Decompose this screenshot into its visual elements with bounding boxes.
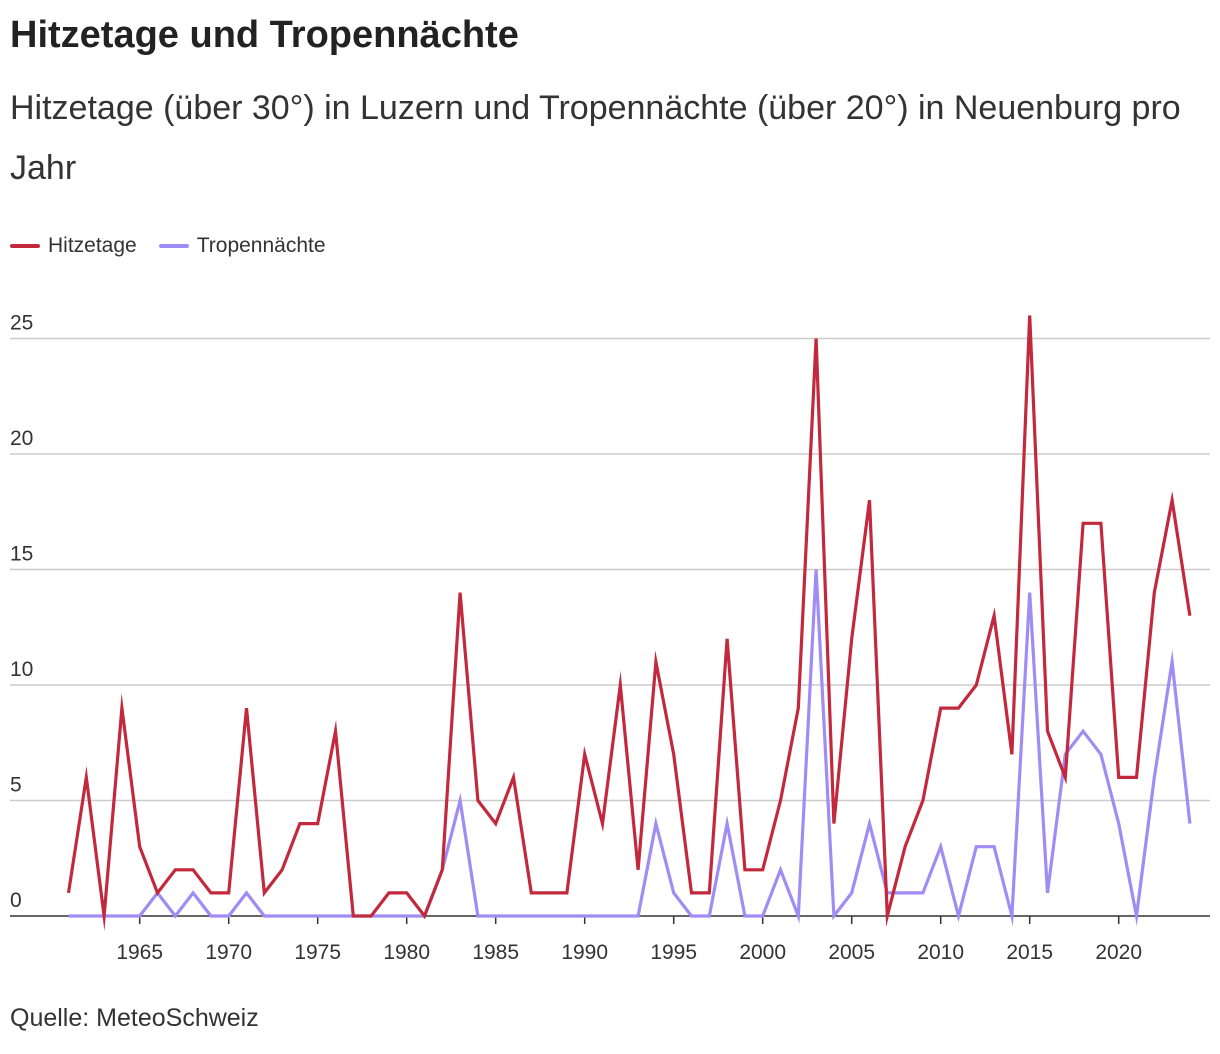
legend-swatch-hitzetage [10, 244, 40, 248]
legend: Hitzetage Tropennächte [10, 234, 326, 258]
x-tick-label-1980: 1980 [383, 941, 430, 964]
legend-item-hitzetage: Hitzetage [10, 234, 137, 258]
chart-title: Hitzetage und Tropennächte [10, 14, 519, 56]
y-tick-label-20: 20 [10, 427, 33, 450]
legend-item-tropennaechte: Tropennächte [158, 234, 326, 258]
y-tick-label-10: 10 [10, 658, 33, 681]
legend-label-tropennaechte: Tropennächte [196, 234, 326, 257]
x-tick-label-2000: 2000 [739, 941, 786, 964]
series-line-tropennaechte [68, 569, 1192, 927]
y-tick-label-15: 15 [10, 543, 33, 566]
x-tick-label-1965: 1965 [116, 941, 163, 964]
x-tick-label-2015: 2015 [1006, 941, 1053, 964]
chart-subtitle: Hitzetage (über 30°) in Luzern und Trope… [10, 89, 1181, 187]
y-tick-label-25: 25 [10, 312, 33, 335]
legend-swatch-tropennaechte [158, 244, 189, 248]
y-tick-label-0: 0 [10, 889, 22, 912]
legend-label-hitzetage: Hitzetage [48, 234, 137, 257]
series-line-hitzetage [66, 315, 1192, 932]
source-note: Quelle: MeteoSchweiz [10, 1004, 259, 1032]
x-tick-label-1990: 1990 [561, 941, 608, 964]
x-tick-label-1995: 1995 [650, 941, 697, 964]
x-tick-label-1975: 1975 [294, 941, 341, 964]
x-tick-label-2010: 2010 [917, 941, 964, 964]
x-tick-label-1970: 1970 [205, 941, 252, 964]
x-tick-label-1985: 1985 [472, 941, 519, 964]
x-tick-label-2020: 2020 [1095, 941, 1142, 964]
y-tick-label-5: 5 [10, 774, 22, 797]
x-tick-label-2005: 2005 [828, 941, 875, 964]
